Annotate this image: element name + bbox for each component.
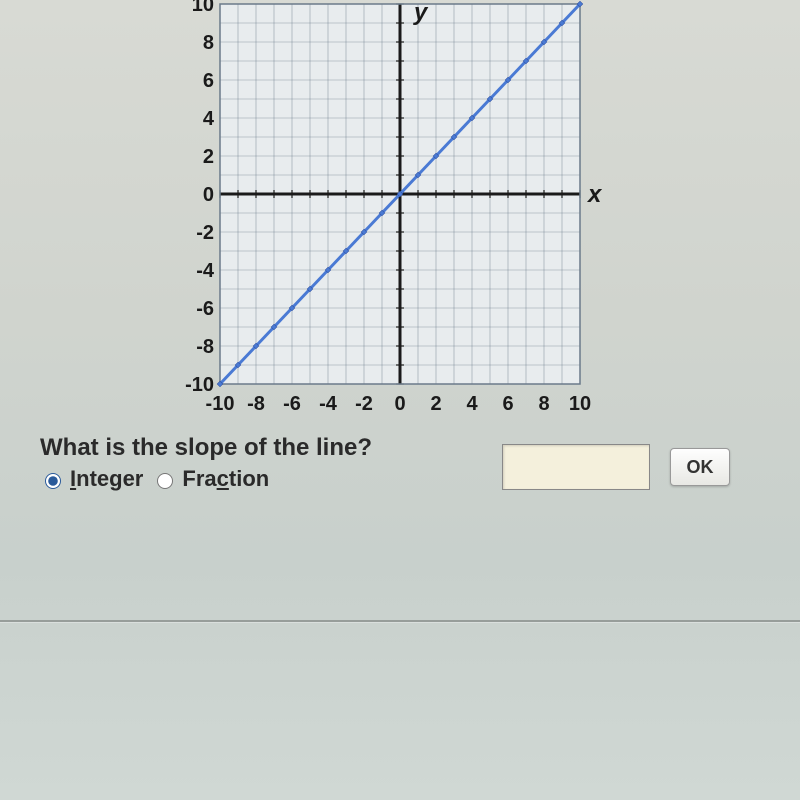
svg-text:y: y [413, 0, 429, 26]
svg-text:6: 6 [203, 70, 214, 92]
svg-text:4: 4 [466, 393, 478, 415]
svg-text:6: 6 [502, 393, 513, 415]
svg-text:0: 0 [394, 393, 405, 415]
svg-text:10: 10 [569, 393, 591, 415]
coordinate-graph: 1086420-2-4-6-8-10-10-8-6-4-20246810yx [170, 0, 610, 420]
svg-text:-8: -8 [196, 336, 214, 358]
svg-text:10: 10 [192, 0, 214, 16]
integer-radio[interactable] [45, 473, 61, 489]
svg-text:-2: -2 [196, 222, 214, 244]
svg-text:-6: -6 [196, 298, 214, 320]
svg-text:-4: -4 [196, 260, 215, 282]
svg-text:-6: -6 [283, 393, 301, 415]
svg-text:2: 2 [203, 146, 214, 168]
svg-text:4: 4 [203, 108, 215, 130]
svg-text:-10: -10 [206, 393, 235, 415]
main-container: 1086420-2-4-6-8-10-10-8-6-4-20246810yx W… [0, 0, 800, 492]
integer-label[interactable]: Integer [70, 466, 143, 492]
svg-text:-4: -4 [319, 393, 338, 415]
svg-text:8: 8 [538, 393, 549, 415]
answer-type-radios: Integer Fraction [40, 466, 462, 492]
question-text: What is the slope of the line? [40, 434, 372, 462]
svg-text:-8: -8 [247, 393, 265, 415]
ok-button[interactable]: OK [670, 448, 730, 486]
svg-text:-2: -2 [355, 393, 373, 415]
horizontal-divider [0, 620, 800, 622]
svg-text:0: 0 [203, 184, 214, 206]
svg-text:x: x [586, 181, 603, 208]
answer-input[interactable] [502, 444, 650, 490]
graph-area: 1086420-2-4-6-8-10-10-8-6-4-20246810yx [170, 0, 570, 420]
svg-text:2: 2 [430, 393, 441, 415]
fraction-radio[interactable] [157, 473, 173, 489]
fraction-label[interactable]: Fraction [182, 466, 269, 492]
svg-text:8: 8 [203, 32, 214, 54]
